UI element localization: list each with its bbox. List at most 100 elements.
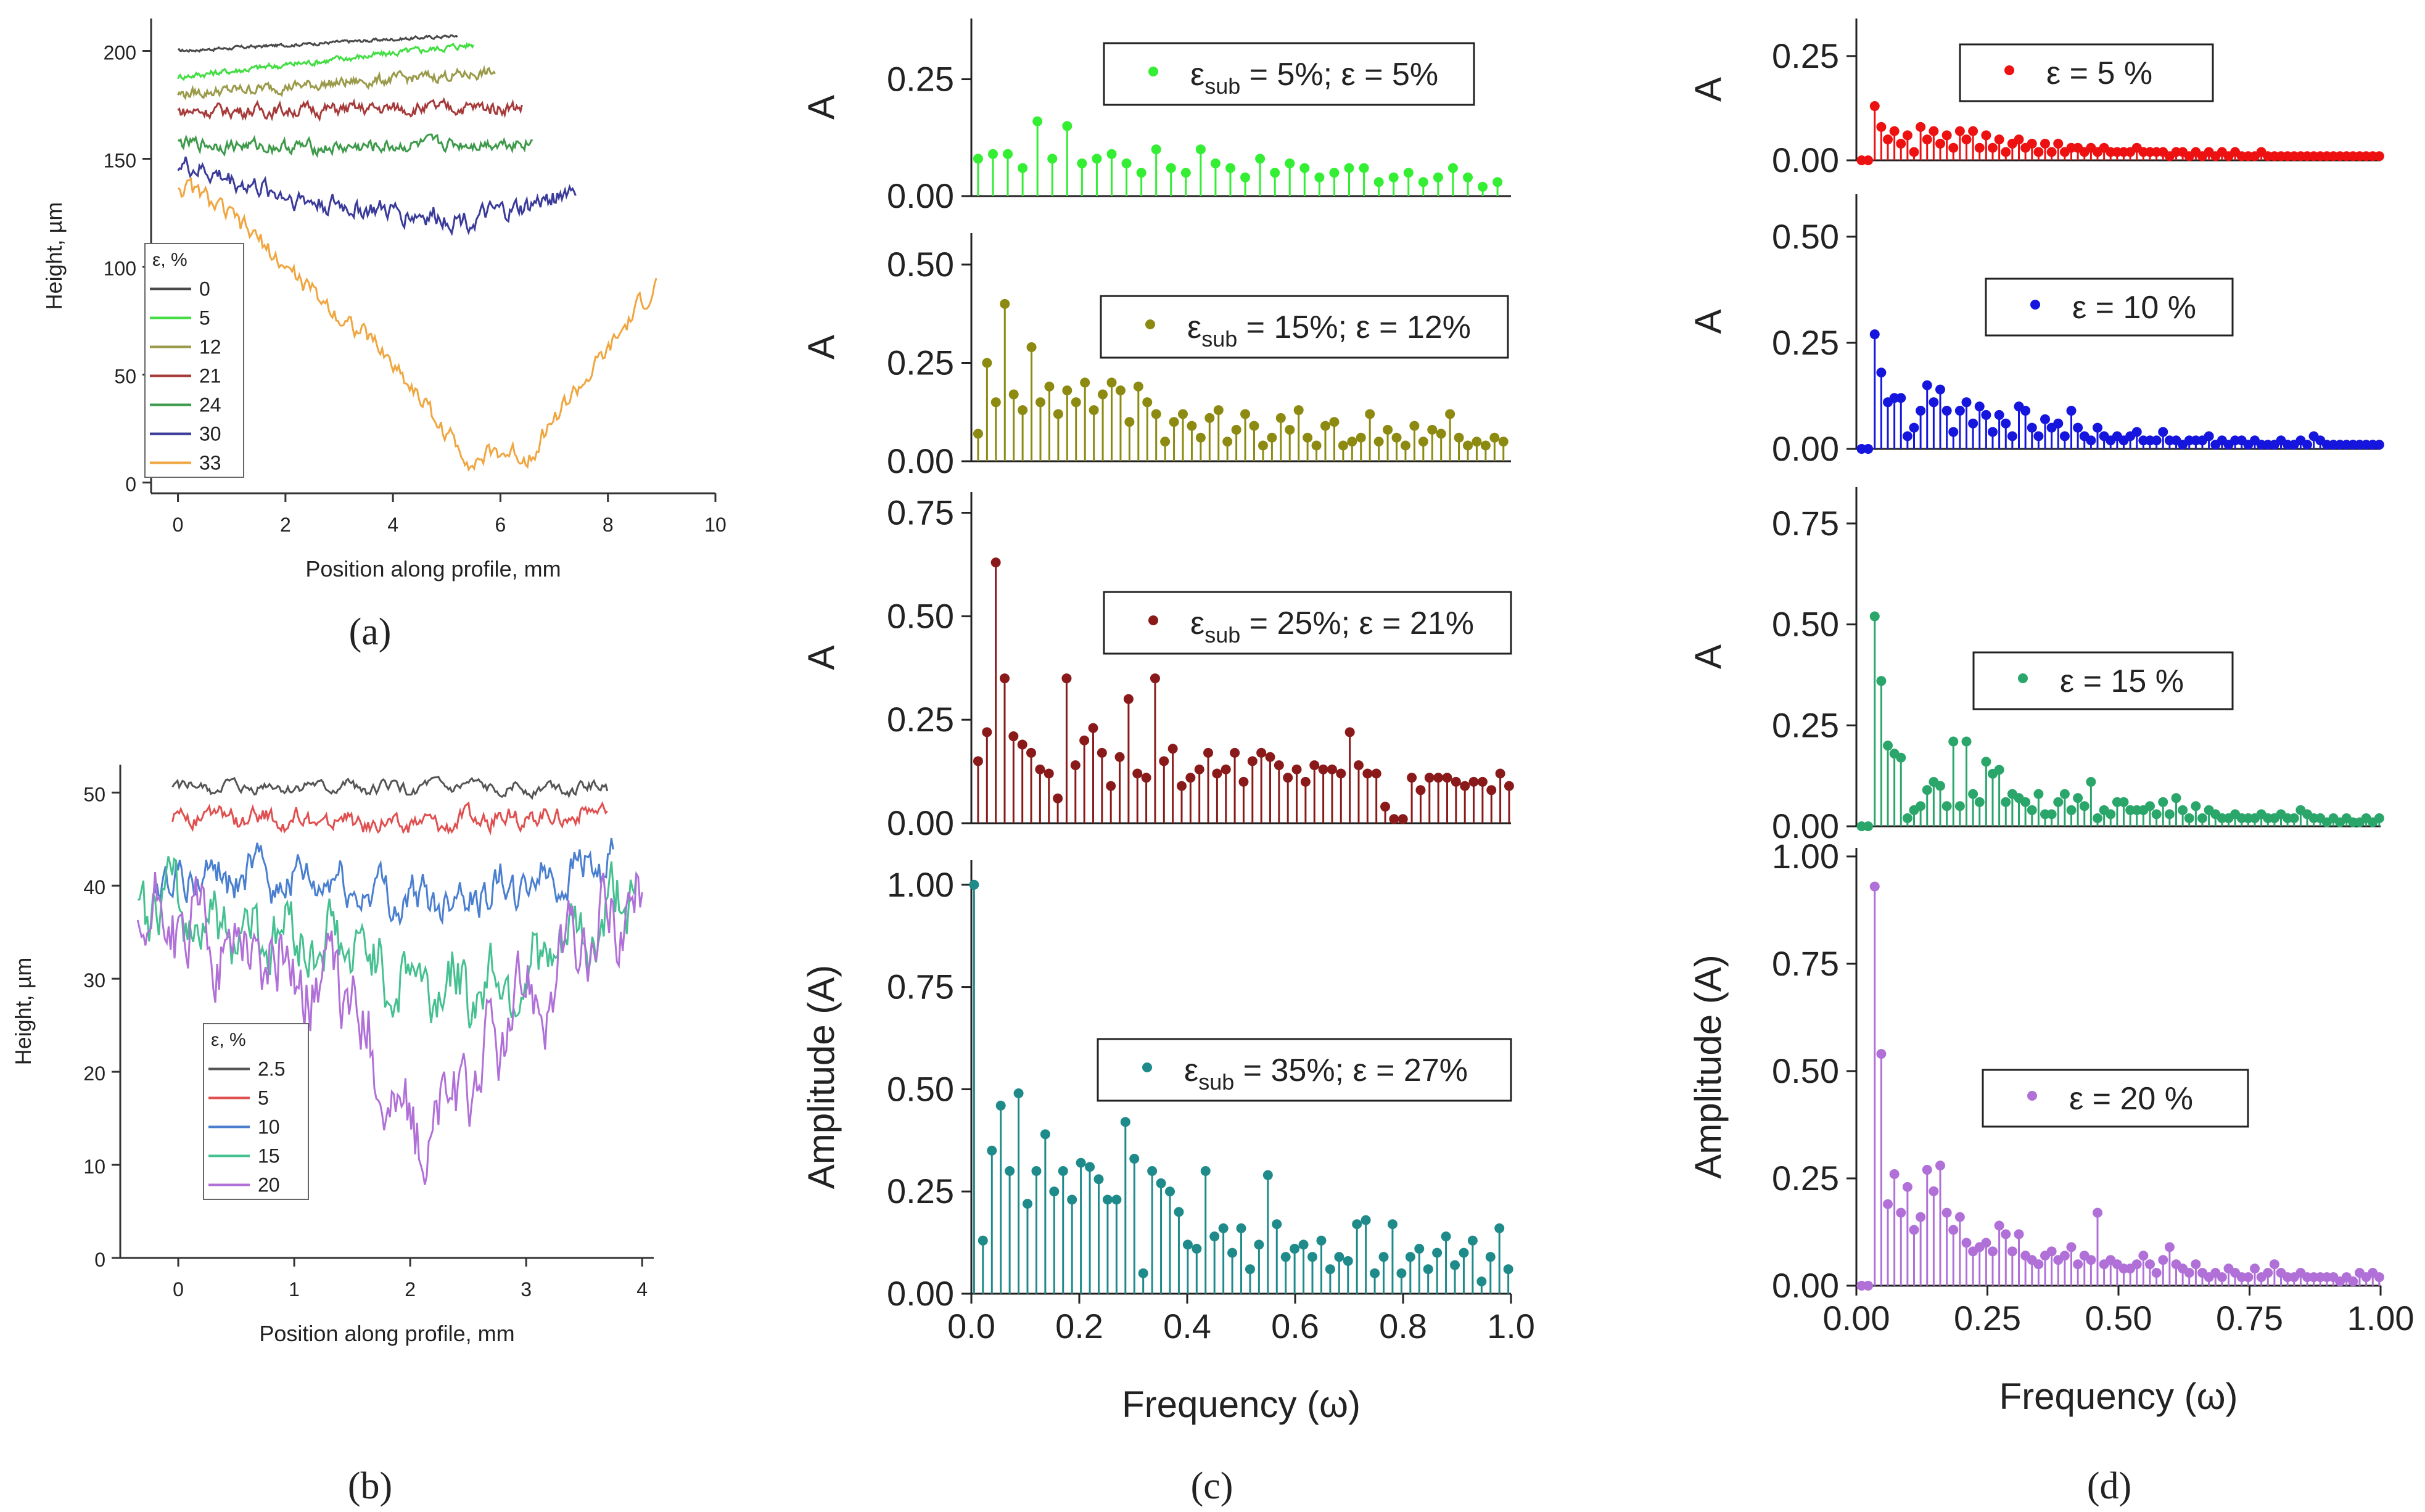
- stem-point: [1503, 1264, 1513, 1275]
- stem-point: [1291, 764, 1302, 774]
- stem-point: [973, 756, 983, 766]
- stem-point: [1013, 1088, 1024, 1099]
- y-tick-label: 0.25: [887, 343, 954, 382]
- stem-point: [2184, 1268, 2194, 1278]
- stem-point: [1079, 735, 1090, 746]
- stem-point: [1485, 1252, 1496, 1262]
- y-tick-label: 1.00: [887, 865, 954, 904]
- stem-point: [1221, 764, 1231, 774]
- stem-point: [1309, 760, 1320, 771]
- stem-point: [2131, 1259, 2142, 1270]
- y-axis-label: A: [1687, 644, 1729, 669]
- stem-point: [1267, 432, 1277, 443]
- stem-point: [1071, 397, 1081, 408]
- stem-point: [1018, 163, 1028, 173]
- stem-point: [1320, 421, 1330, 431]
- stem-point: [1121, 158, 1132, 168]
- stem-point: [1409, 421, 1420, 431]
- stem-point: [2289, 813, 2299, 823]
- stem-point: [1003, 149, 1013, 159]
- y-axis-label: A: [1687, 309, 1729, 334]
- stem-point: [973, 154, 983, 164]
- series-line-0: [177, 34, 458, 53]
- stem-point: [1941, 1207, 1952, 1218]
- legend-eps: ε: [1190, 57, 1204, 92]
- stem-point: [1863, 821, 1874, 831]
- stem-point: [1941, 406, 1952, 416]
- stem-point: [2020, 406, 2031, 416]
- stem-point: [2164, 1242, 2175, 1252]
- stem-point: [969, 879, 979, 890]
- stem-point: [1058, 1166, 1068, 1177]
- stem-point: [1883, 1199, 1893, 1209]
- stem-point: [1365, 409, 1375, 419]
- stem-point: [1256, 747, 1267, 758]
- stem-point: [1300, 776, 1311, 787]
- legend-eps: ε: [2069, 1081, 2083, 1117]
- stem-point: [1240, 172, 1251, 183]
- stem-point: [1338, 440, 1348, 451]
- stem-point: [2059, 431, 2070, 442]
- legend-rest: = 5%; ε = 5%: [1240, 57, 1438, 92]
- stem-point: [1974, 797, 1985, 807]
- x-tick-label: 0.2: [1055, 1307, 1103, 1346]
- stem-point: [1008, 731, 1019, 742]
- caption-d: (d): [2087, 1465, 2131, 1507]
- stem-point: [1176, 781, 1187, 791]
- stem-point: [1403, 168, 1414, 178]
- stem-point: [1085, 1162, 1095, 1172]
- legend-marker: [1148, 615, 1158, 625]
- legend-label-24: 24: [199, 394, 221, 416]
- stem-point: [1909, 422, 1919, 433]
- stem-point: [1178, 409, 1188, 419]
- stem-point: [1472, 437, 1482, 447]
- stem-point: [1327, 764, 1337, 774]
- stem-point: [1080, 377, 1090, 388]
- stem-point: [1935, 1161, 1945, 1171]
- stem-point: [1388, 172, 1399, 183]
- stem-point: [1495, 768, 1505, 779]
- stem-point: [1398, 814, 1408, 824]
- stem-point: [1236, 1223, 1246, 1233]
- x-tick-label: 0: [173, 1278, 184, 1300]
- stem-point: [1941, 801, 1952, 811]
- stem-point: [978, 1235, 988, 1246]
- stem-point: [1463, 440, 1473, 451]
- x-tick-label: 4: [387, 514, 398, 536]
- stem-point: [1194, 764, 1204, 774]
- legend-box: [1959, 43, 2214, 102]
- stem-point: [1954, 1212, 1965, 1222]
- stem-point: [1023, 1199, 1032, 1209]
- stem-point: [1433, 773, 1444, 783]
- x-tick-label: 4: [636, 1278, 648, 1300]
- stem-point: [1948, 427, 1959, 437]
- x-tick-label: 10: [704, 514, 727, 536]
- stem-point: [1040, 1129, 1050, 1140]
- y-tick-label: 200: [104, 42, 136, 64]
- legend-sub: sub: [1198, 1069, 1234, 1095]
- stem-point: [1869, 329, 1880, 340]
- stem-point: [2001, 147, 2011, 157]
- stem-point: [1032, 116, 1043, 126]
- legend-marker: [2004, 65, 2014, 75]
- y-tick-label: 0.25: [887, 700, 954, 739]
- stem-point: [2243, 1272, 2254, 1283]
- stem-point: [1498, 437, 1509, 447]
- stem-point: [1000, 298, 1010, 309]
- stem-point: [1415, 785, 1426, 795]
- series-line-30: [177, 156, 577, 237]
- stem-point: [1961, 397, 1972, 408]
- stem-point: [1994, 409, 2004, 420]
- stem-point: [1407, 773, 1417, 783]
- stem-point: [1902, 130, 1912, 141]
- stem-point: [1445, 409, 1455, 419]
- stem-point: [1106, 377, 1117, 388]
- stem-point: [2145, 1259, 2155, 1270]
- y-tick-label: 0.25: [887, 1172, 954, 1210]
- x-tick-label: 0.4: [1163, 1307, 1211, 1346]
- stem-point: [1948, 142, 1959, 153]
- stem-point: [2001, 797, 2011, 807]
- legend-eps: ε: [2046, 55, 2061, 91]
